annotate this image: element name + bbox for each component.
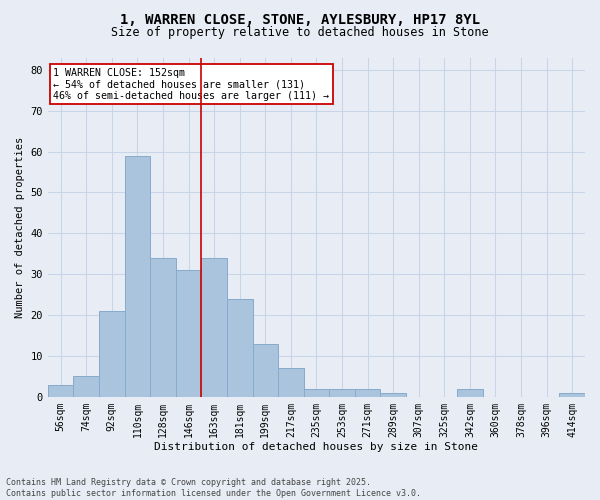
Bar [176, 270, 202, 397]
Bar [253, 344, 278, 397]
Bar [125, 156, 150, 397]
Text: Contains HM Land Registry data © Crown copyright and database right 2025.
Contai: Contains HM Land Registry data © Crown c… [6, 478, 421, 498]
Bar [329, 388, 355, 397]
Bar [99, 311, 125, 397]
X-axis label: Distribution of detached houses by size in Stone: Distribution of detached houses by size … [154, 442, 478, 452]
Text: Size of property relative to detached houses in Stone: Size of property relative to detached ho… [111, 26, 489, 39]
Bar [202, 258, 227, 397]
Bar [150, 258, 176, 397]
Bar [380, 392, 406, 397]
Bar [457, 388, 482, 397]
Bar [355, 388, 380, 397]
Text: 1, WARREN CLOSE, STONE, AYLESBURY, HP17 8YL: 1, WARREN CLOSE, STONE, AYLESBURY, HP17 … [120, 12, 480, 26]
Text: 1 WARREN CLOSE: 152sqm
← 54% of detached houses are smaller (131)
46% of semi-de: 1 WARREN CLOSE: 152sqm ← 54% of detached… [53, 68, 329, 101]
Bar [227, 298, 253, 397]
Bar [559, 392, 585, 397]
Bar [304, 388, 329, 397]
Bar [48, 384, 73, 397]
Y-axis label: Number of detached properties: Number of detached properties [15, 136, 25, 318]
Bar [278, 368, 304, 397]
Bar [73, 376, 99, 397]
